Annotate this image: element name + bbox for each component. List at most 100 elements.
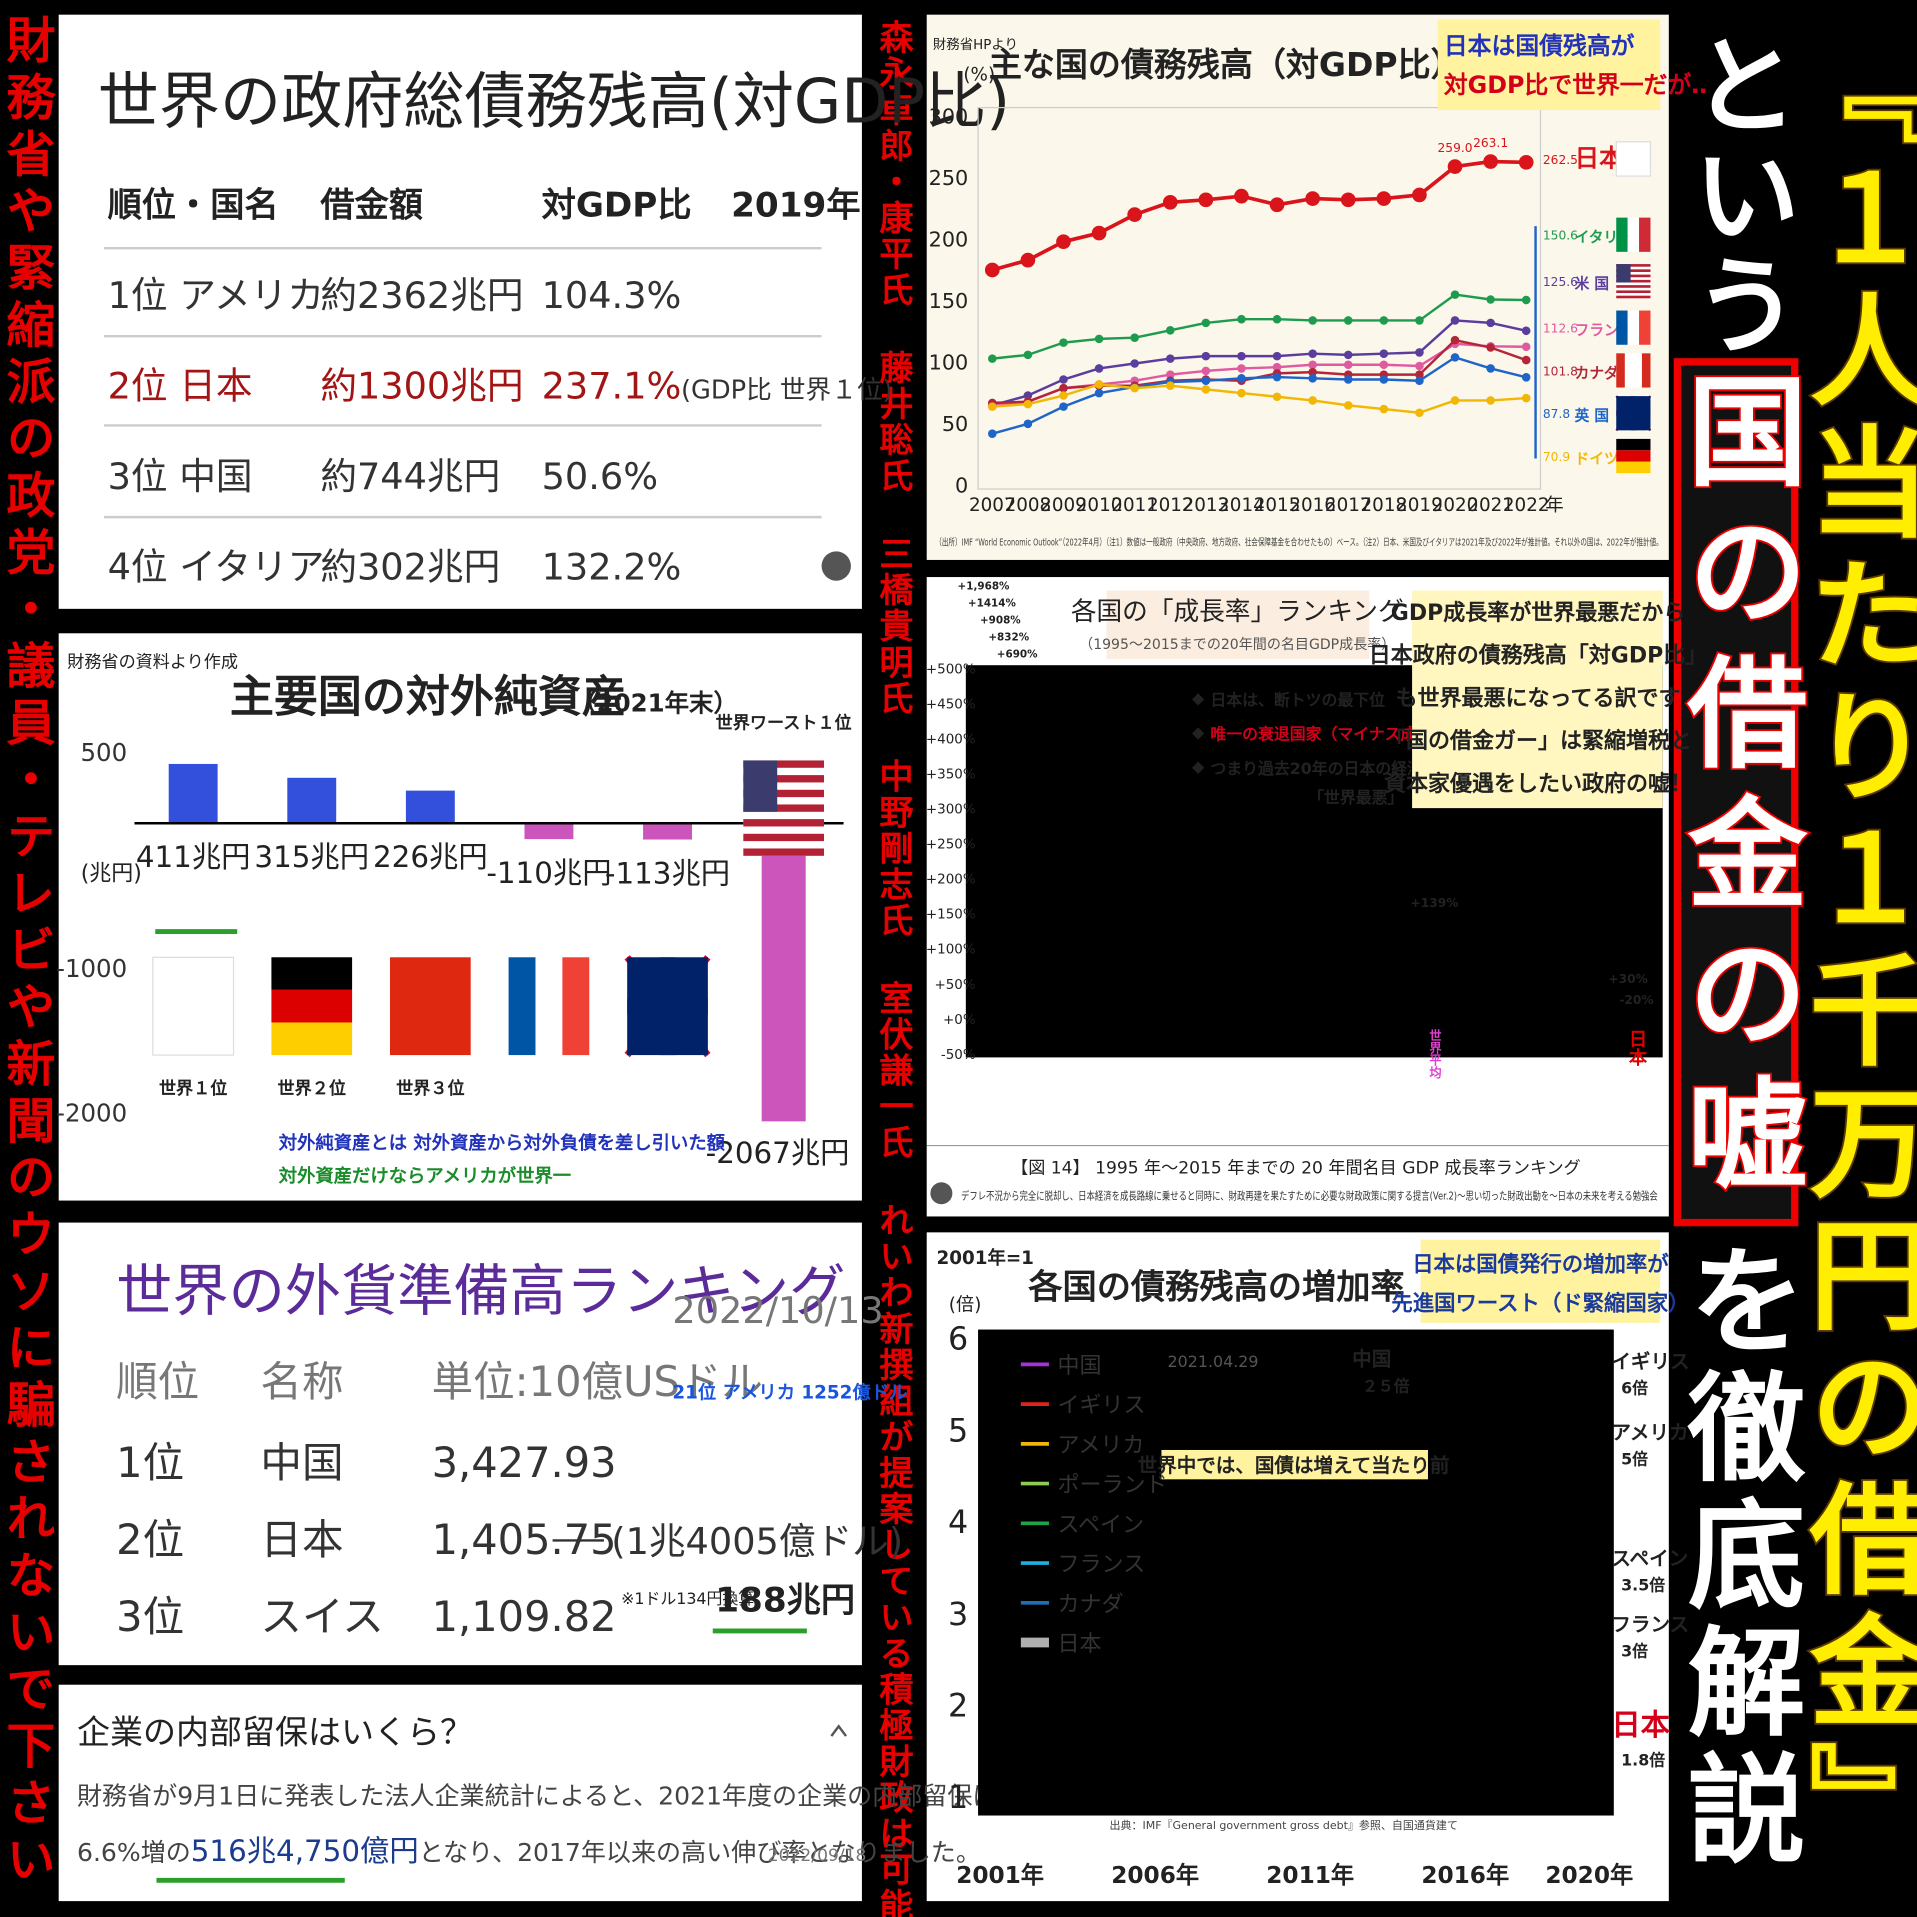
end-label: フランス <box>1611 1613 1689 1636</box>
flag-stripe <box>1627 310 1640 345</box>
value-label: 70.9 <box>1543 450 1570 464</box>
axis-note: 2001年=1 <box>936 1247 1033 1269</box>
x-tick-label: 2011年 <box>1266 1862 1354 1889</box>
point <box>1056 234 1071 250</box>
legend-label: 英 国 <box>1575 407 1609 425</box>
point <box>1379 375 1389 384</box>
headline: 『１人当たり１千万円の借金』 <box>1789 24 1917 1873</box>
value-label: 101.8 <box>1543 364 1578 378</box>
y-tick-label: 300 <box>929 104 969 128</box>
point <box>1521 393 1531 403</box>
end-label: 日本 <box>1611 1708 1670 1742</box>
chart-source: 財務省HPより <box>933 37 1018 53</box>
point <box>1521 326 1531 336</box>
point <box>1308 396 1317 405</box>
y-tick-label: 6 <box>948 1322 968 1358</box>
table-note: ※1ドル134円換算 <box>621 1589 754 1608</box>
table-cell: 104.3% <box>542 274 682 317</box>
point <box>1023 391 1033 400</box>
point <box>1272 351 1282 361</box>
bullet <box>1192 727 1205 740</box>
end-label: スペイン <box>1611 1547 1688 1570</box>
subtitle-box <box>1106 590 1370 659</box>
y-tick-label: +50% <box>934 978 975 993</box>
point <box>988 354 997 363</box>
side-text: 財務省や緊縮派の政党・議員・テレビや新聞のウソに騙されないで下さい <box>0 15 55 1891</box>
y-tick-label: 200 <box>929 228 969 252</box>
point <box>1091 225 1107 241</box>
value-label: 262.5 <box>1543 153 1578 167</box>
chart-note: 対外資産だけならアメリカが世界一 <box>278 1165 571 1187</box>
value-label: +832% <box>988 632 1029 644</box>
flag-stripe <box>508 957 536 1056</box>
end-label: ２５倍 <box>1362 1376 1410 1395</box>
point <box>1518 154 1534 170</box>
value-label: -20% <box>1619 993 1653 1007</box>
point <box>1201 351 1211 361</box>
legend-label: スペイン <box>1058 1513 1144 1538</box>
bar <box>168 763 218 824</box>
y-tick-label: +350% <box>926 768 976 783</box>
legend-label: フランス <box>1058 1553 1146 1578</box>
table-total: 188兆円 <box>715 1580 855 1620</box>
x-tick-label: 2020年 <box>1545 1862 1633 1889</box>
flag-stripe <box>743 833 825 842</box>
point <box>1483 154 1498 169</box>
bar <box>287 777 337 824</box>
value-label: 411兆円 <box>136 840 251 874</box>
point <box>1379 349 1389 358</box>
flag-stripe <box>1616 290 1651 294</box>
section-title: 企業の内部留保はいくら？ <box>77 1712 473 1751</box>
axis-unit: 年 <box>1545 495 1563 516</box>
y-tick-label: +100% <box>926 943 976 958</box>
point <box>1023 399 1033 409</box>
end-label: 6倍 <box>1621 1379 1648 1398</box>
chart-subtitle: （1995～2015までの20年間の名目GDP成長率） <box>1079 636 1395 653</box>
bullet-text: 日本は、断トツの最下位 <box>1210 690 1385 709</box>
x-tick-label: 2017 <box>1325 495 1372 516</box>
end-label: 5倍 <box>1621 1450 1648 1469</box>
annotation: 日本は国債発行の増加率が <box>1412 1251 1669 1277</box>
point <box>1023 419 1033 429</box>
flag-stripe <box>743 804 825 812</box>
x-tick-label: 2016年 <box>1421 1862 1509 1889</box>
series-line <box>991 319 1527 407</box>
point <box>1201 376 1211 386</box>
x-tick-label: 2009 <box>1040 495 1087 516</box>
value-label: -110兆円 <box>486 856 611 890</box>
bullet <box>1192 761 1205 774</box>
value-label: +139% <box>1410 896 1458 910</box>
point <box>1379 316 1389 325</box>
point <box>1415 376 1424 386</box>
point <box>1237 351 1246 361</box>
flag-stripe <box>1627 217 1640 252</box>
table-cell: 約2362兆円 <box>320 274 523 317</box>
x-tick-label: 2019 <box>1396 495 1443 516</box>
flag-field <box>1616 396 1651 431</box>
headline-box <box>1673 358 1799 1227</box>
headline: を徹底解説 <box>1668 1240 1807 1876</box>
flag-stripe <box>1641 353 1651 388</box>
footnote: （出所）IMF “World Economic Outlook”（2022年4月… <box>935 535 1662 548</box>
point <box>1308 360 1317 370</box>
point <box>1521 295 1531 305</box>
annotation-box <box>1412 590 1663 809</box>
value-label: 87.8 <box>1543 407 1570 421</box>
panel <box>58 14 862 609</box>
category-label: 世界３位 <box>396 1078 464 1099</box>
flag-canton <box>743 760 778 812</box>
point <box>984 262 1000 278</box>
value-label: +690% <box>997 649 1038 661</box>
table-header: 順位 <box>116 1357 199 1406</box>
point <box>1237 388 1246 398</box>
flag-stripe <box>1639 310 1651 345</box>
panel <box>58 1222 862 1666</box>
point <box>1165 381 1175 390</box>
point <box>1305 191 1320 206</box>
flag-stripe <box>743 775 825 783</box>
flag-stripe <box>1616 285 1651 288</box>
annotation: 資本家優遇をしたい政府の嘘！ <box>1384 771 1692 797</box>
annotation: 「国の借金ガー」は緊縮増税と <box>1384 728 1692 754</box>
table-cell: 中国 <box>260 1438 343 1487</box>
